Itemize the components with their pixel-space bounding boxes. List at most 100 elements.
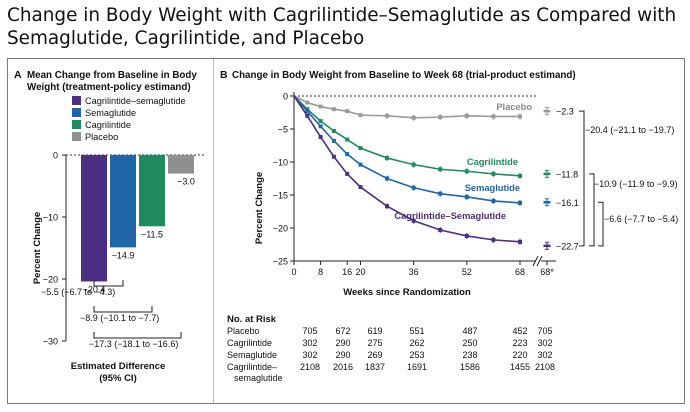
series-label-0: Placebo (496, 102, 532, 112)
series-point-0-4 (345, 109, 350, 114)
at-risk-title: No. at Risk (227, 314, 277, 325)
panel-a-footer-line-2: (95% CI) (99, 373, 136, 384)
at-risk-row-label-3-1: semaglutide (234, 373, 283, 383)
series-point-0-10 (491, 114, 496, 119)
panel-b-x-tick-label-0: 0 (291, 267, 296, 277)
panel-a-y-tick-label-1: −10 (43, 213, 58, 223)
at-risk-value-3-2: 1837 (365, 362, 385, 372)
series-point-0-3 (331, 107, 336, 112)
series-point-3-9 (464, 233, 469, 238)
at-risk-value-1-3: 262 (409, 338, 424, 348)
bar-2 (139, 155, 165, 227)
comparison-bracket-1 (589, 173, 595, 247)
series-point-2-10 (491, 198, 496, 203)
at-risk-value-2-5: 220 (512, 350, 527, 360)
panel-b-y-tick-label-4: −20 (273, 224, 288, 234)
at-risk-value-2-2: 269 (367, 350, 382, 360)
difference-bracket-0 (93, 280, 124, 287)
bar-3 (168, 155, 194, 174)
at-risk-value-3-0: 2108 (300, 362, 320, 372)
panel-b-y-tick-label-0: 0 (283, 92, 288, 102)
series-point-2-8 (438, 191, 443, 196)
series-point-2-11 (518, 200, 522, 205)
comparison-label-0: −20.4 (−21.1 to −19.7) (585, 125, 674, 135)
legend-label-2: Cagrilintide (85, 120, 131, 130)
series-point-3-11 (518, 239, 522, 244)
endpoint-label-3: −22.7 (556, 241, 579, 251)
at-risk-value-2-3: 253 (409, 350, 424, 360)
endpoint-label-2: −16.1 (556, 198, 579, 208)
series-point-0-6 (385, 113, 390, 118)
panel-a-title-line-1: Mean Change from Baseline in Body (27, 70, 197, 81)
series-point-0-5 (358, 113, 363, 118)
panel-a-letter: A (14, 69, 22, 81)
at-risk-value-1-1: 290 (335, 338, 350, 348)
at-risk-value-0-2: 619 (367, 326, 382, 336)
legend-label-0: Cagrilintide–semaglutide (85, 96, 186, 106)
series-point-2-9 (464, 194, 469, 199)
comparison-label-1: −10.9 (−11.9 to −9.9) (594, 179, 678, 189)
bar-value-label-2: −11.5 (141, 229, 163, 239)
series-point-3-3 (331, 154, 336, 159)
at-risk-value-0-0: 705 (302, 326, 317, 336)
series-point-3-4 (345, 171, 350, 176)
page-title: Change in Body Weight with Cagrilintide–… (7, 5, 677, 49)
endpoint-label-0: −2.3 (556, 107, 574, 117)
legend-swatch-2 (72, 120, 81, 129)
panel-b-x-axis-label: Weeks since Randomization (343, 287, 471, 298)
legend-swatch-1 (72, 108, 81, 117)
at-risk-value-1-6: 302 (537, 338, 552, 348)
at-risk-value-3-3: 1691 (407, 362, 427, 372)
axis-break-mark-2 (536, 255, 543, 267)
legend-label-1: Semaglutide (85, 108, 136, 118)
at-risk-value-2-1: 290 (335, 350, 350, 360)
series-line-1 (293, 95, 521, 177)
panel-a-y-tick-label-0: 0 (53, 151, 58, 161)
series-label-3: Cagrilintide–Semaglutide (394, 211, 506, 221)
difference-label-1: −8.9 (−10.1 to −7.7) (80, 313, 159, 323)
difference-bracket-2 (93, 332, 182, 339)
at-risk-value-3-6: 2108 (535, 362, 555, 372)
legend-swatch-3 (72, 132, 81, 141)
at-risk-value-2-6: 302 (537, 350, 552, 360)
series-point-0-8 (438, 115, 443, 120)
series-point-3-2 (318, 134, 323, 139)
panel-b-x-tick-label-5: 52 (462, 267, 472, 277)
series-point-0-1 (305, 100, 310, 105)
series-point-3-7 (411, 218, 416, 223)
at-risk-row-label-2-0: Semaglutide (227, 350, 277, 360)
panel-b-x-tick-label-6: 68 (515, 267, 525, 277)
series-point-1-9 (464, 169, 469, 174)
at-risk-value-1-4: 250 (462, 338, 477, 348)
panel-divider (213, 59, 214, 403)
panel-b-y-axis-label: Percent Change (254, 172, 265, 244)
series-point-2-3 (331, 138, 336, 143)
difference-bracket-1 (93, 306, 153, 313)
series-line-3 (293, 95, 521, 243)
comparison-label-2: −6.6 (−7.7 to −5.4) (604, 214, 678, 224)
series-line-2 (293, 95, 521, 204)
at-risk-value-0-4: 487 (462, 326, 477, 336)
comparison-bracket-2 (598, 201, 604, 247)
panel-a-y-axis-label: Percent Change (32, 212, 43, 284)
series-point-1-10 (491, 171, 496, 176)
series-point-2-5 (358, 162, 363, 167)
at-risk-value-3-1: 2016 (333, 362, 353, 372)
series-point-2-1 (305, 109, 310, 114)
at-risk-value-0-1: 672 (335, 326, 350, 336)
at-risk-row-label-0-0: Placebo (227, 326, 260, 336)
panel-a-footer-line-1: Estimated Difference (71, 361, 166, 372)
difference-label-2: −17.3 (−18.1 to −16.6) (89, 339, 178, 349)
legend-swatch-0 (72, 96, 81, 105)
at-risk-value-2-4: 238 (462, 350, 477, 360)
series-point-2-6 (385, 176, 390, 181)
at-risk-value-1-5: 223 (512, 338, 527, 348)
series-point-3-10 (491, 237, 496, 242)
series-point-1-7 (411, 162, 416, 167)
series-point-1-4 (345, 137, 350, 142)
series-point-2-4 (345, 152, 350, 157)
series-point-0-7 (411, 115, 416, 120)
panel-b-x-tick-label-1: 8 (318, 267, 323, 277)
series-label-1: Cagrilintide (467, 157, 518, 167)
panel-b-y-tick-label-3: −15 (273, 191, 288, 201)
